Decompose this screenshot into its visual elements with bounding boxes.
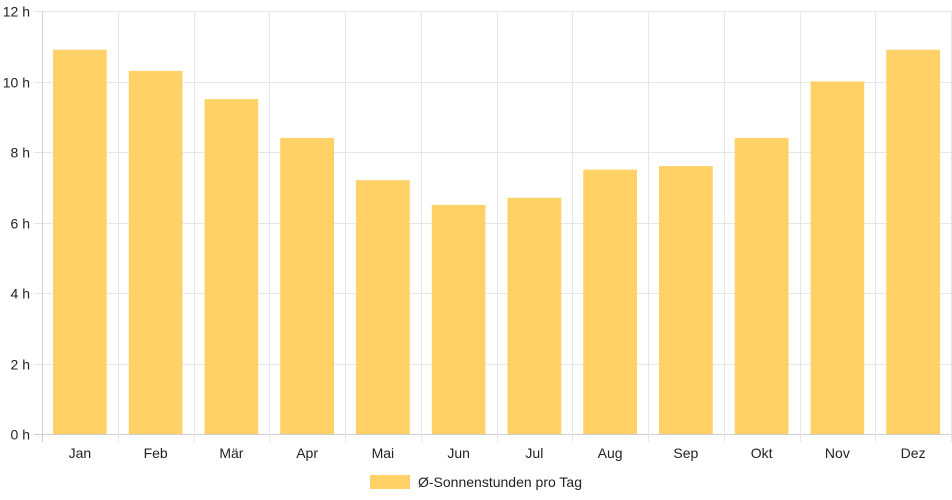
legend-label[interactable]: Ø-Sonnenstunden pro Tag bbox=[418, 474, 582, 490]
y-tick-label: 12 h bbox=[3, 4, 30, 20]
bar-feb[interactable] bbox=[128, 70, 183, 435]
y-tick-label: 10 h bbox=[3, 75, 30, 91]
y-tick-label: 2 h bbox=[11, 357, 30, 373]
x-tick-label: Nov bbox=[825, 445, 850, 461]
bar-jun[interactable] bbox=[431, 204, 486, 434]
bar-aug[interactable] bbox=[583, 169, 637, 434]
legend[interactable]: Ø-Sonnenstunden pro Tag bbox=[370, 474, 582, 490]
x-tick-label: Jul bbox=[525, 445, 543, 461]
bar-nov[interactable] bbox=[810, 81, 865, 435]
grid bbox=[34, 11, 952, 442]
bar-sep[interactable] bbox=[659, 166, 713, 434]
y-tick-label: 6 h bbox=[11, 216, 30, 232]
x-tick-label: Jun bbox=[447, 445, 470, 461]
x-tick-label: Okt bbox=[751, 445, 773, 461]
bar-jul[interactable] bbox=[507, 197, 562, 434]
legend-swatch[interactable] bbox=[370, 475, 410, 489]
bar-okt[interactable] bbox=[734, 137, 789, 434]
bar-jan[interactable] bbox=[53, 49, 107, 435]
axes: 0 h 2 h 4 h 6 h 8 h 10 h 12 h Jan Feb Mär Apr Mai Ju… bbox=[3, 4, 926, 462]
bar-dez[interactable] bbox=[886, 49, 940, 435]
bars bbox=[53, 49, 940, 435]
x-tick-label: Sep bbox=[673, 445, 698, 461]
y-tick-label: 8 h bbox=[11, 145, 30, 161]
bar-mär[interactable] bbox=[204, 99, 259, 434]
x-tick-label: Jan bbox=[69, 445, 92, 461]
x-tick-label: Dez bbox=[901, 445, 926, 461]
x-tick-label: Apr bbox=[296, 445, 318, 461]
y-tick-label: 0 h bbox=[11, 427, 30, 443]
x-tick-label: Aug bbox=[598, 445, 623, 461]
x-tick-label: Feb bbox=[144, 445, 168, 461]
bar-apr[interactable] bbox=[280, 137, 334, 434]
y-tick-label: 4 h bbox=[11, 286, 30, 302]
x-tick-label: Mär bbox=[219, 445, 243, 461]
bar-mai[interactable] bbox=[356, 180, 410, 434]
x-tick-label: Mai bbox=[372, 445, 395, 461]
